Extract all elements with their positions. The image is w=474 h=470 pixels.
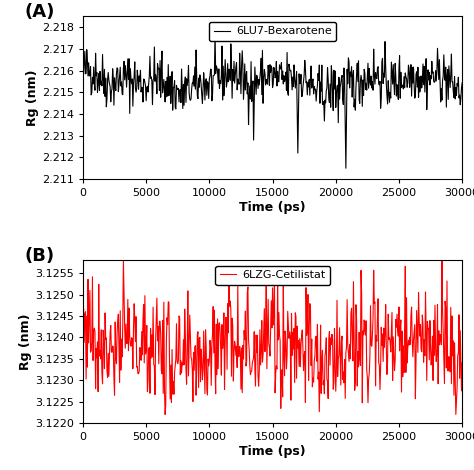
Y-axis label: Rg (nm): Rg (nm) bbox=[19, 313, 32, 370]
X-axis label: Time (ps): Time (ps) bbox=[239, 201, 306, 214]
Text: (B): (B) bbox=[24, 247, 55, 266]
Legend: 6LZG-Cetilistat: 6LZG-Cetilistat bbox=[215, 266, 330, 285]
Legend: 6LU7-Bexarotene: 6LU7-Bexarotene bbox=[209, 22, 336, 41]
Text: (A): (A) bbox=[24, 3, 55, 22]
Y-axis label: Rg (nm): Rg (nm) bbox=[26, 70, 39, 126]
X-axis label: Time (ps): Time (ps) bbox=[239, 445, 306, 458]
